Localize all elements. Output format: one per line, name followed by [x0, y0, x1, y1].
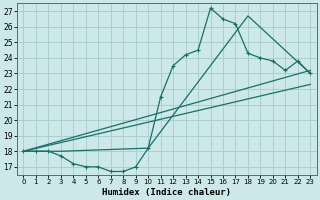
X-axis label: Humidex (Indice chaleur): Humidex (Indice chaleur) [102, 188, 231, 197]
